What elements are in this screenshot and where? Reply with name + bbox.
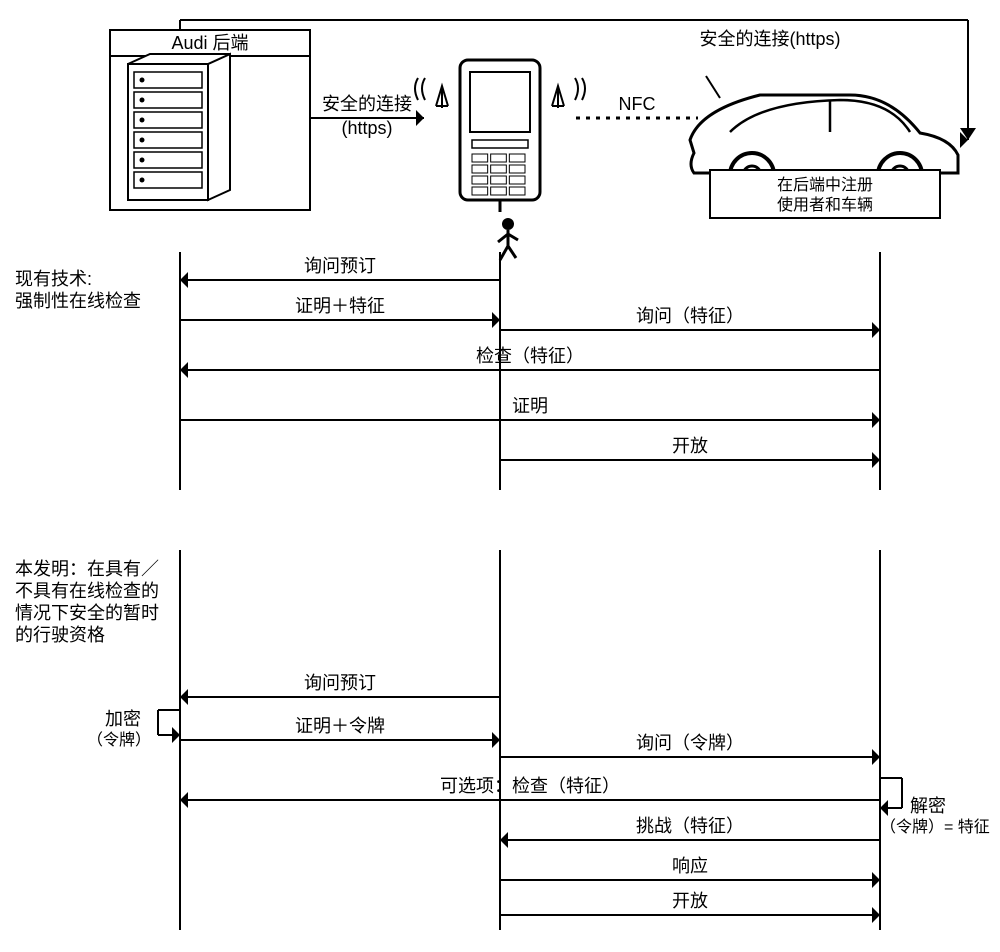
arrowhead [492, 312, 500, 328]
sec-conn-mid: 安全的连接 [322, 94, 412, 114]
decrypt-label2: （令牌）= 特征 [880, 818, 990, 836]
arrowhead [180, 362, 188, 378]
phone-nav [472, 140, 528, 148]
top-sec-conn: 安全的连接(https) [699, 29, 840, 49]
arrowhead [872, 452, 880, 468]
nfc-label: NFC [619, 94, 656, 114]
seq-label: 询问（令牌） [636, 733, 744, 753]
server-side [208, 54, 230, 200]
seq-label: 响应 [672, 856, 708, 876]
phone-key [491, 176, 507, 184]
phone-key [491, 165, 507, 173]
arrowhead [872, 322, 880, 338]
seq-label: 证明＋特征 [295, 296, 385, 316]
seq-label: 开放 [672, 436, 708, 456]
arrowhead [492, 732, 500, 748]
server-led [140, 98, 145, 103]
section2-label: 的行驶资格 [15, 625, 105, 645]
arrowhead [872, 872, 880, 888]
phone-key [472, 154, 488, 162]
arrowhead [180, 792, 188, 808]
server-led [140, 118, 145, 123]
decrypt-label: 解密 [910, 796, 946, 816]
arrowhead [872, 412, 880, 428]
car-note-line1: 在后端中注册 [777, 176, 873, 194]
encrypt-label: 加密 [105, 709, 141, 729]
seq-label: 证明 [512, 396, 548, 416]
phone-screen [470, 72, 530, 132]
arrowhead [180, 272, 188, 288]
phone-key [472, 187, 488, 195]
server-led [140, 178, 145, 183]
server-led [140, 138, 145, 143]
encrypt-label2: （令牌） [87, 731, 151, 749]
radio-arc [575, 78, 578, 100]
section1-label: 强制性在线检查 [15, 291, 141, 311]
server-led [140, 158, 145, 163]
phone-key [509, 154, 525, 162]
arrowhead [880, 800, 888, 816]
seq-label: 可选项：检查（特征） [440, 776, 620, 796]
seq-label: 询问预订 [304, 673, 376, 693]
seq-label: 开放 [672, 891, 708, 911]
seq-label: 询问（特征） [636, 306, 744, 326]
arrowhead [416, 110, 424, 126]
sec-conn-mid2: (https) [341, 118, 392, 138]
phone-key [491, 187, 507, 195]
arrowhead [500, 832, 508, 848]
phone-key [509, 165, 525, 173]
radio-arc [415, 78, 418, 100]
phone-key [472, 165, 488, 173]
phone-key [491, 154, 507, 162]
section1-label: 现有技术: [15, 269, 92, 289]
backend-title: Audi 后端 [171, 33, 248, 53]
car-note-line2: 使用者和车辆 [777, 196, 873, 214]
phone-key [509, 176, 525, 184]
radio-arc [582, 78, 585, 100]
arrowhead [172, 727, 180, 743]
radio-arc [422, 78, 425, 100]
section2-label: 本发明：在具有／ [15, 559, 159, 579]
seq-label: 检查（特征） [476, 346, 584, 366]
seq-label: 询问预订 [304, 256, 376, 276]
arrowhead [180, 689, 188, 705]
section2-label: 情况下安全的暂时 [15, 603, 159, 623]
phone-key [509, 187, 525, 195]
person-icon [502, 218, 514, 230]
section2-label: 不具有在线检查的 [15, 581, 159, 601]
seq-label: 证明＋令牌 [295, 716, 385, 736]
arrowhead [872, 907, 880, 923]
car-antenna [706, 76, 720, 98]
arrowhead [872, 749, 880, 765]
server-led [140, 78, 145, 83]
seq-label: 挑战（特征） [636, 816, 744, 836]
phone-key [472, 176, 488, 184]
